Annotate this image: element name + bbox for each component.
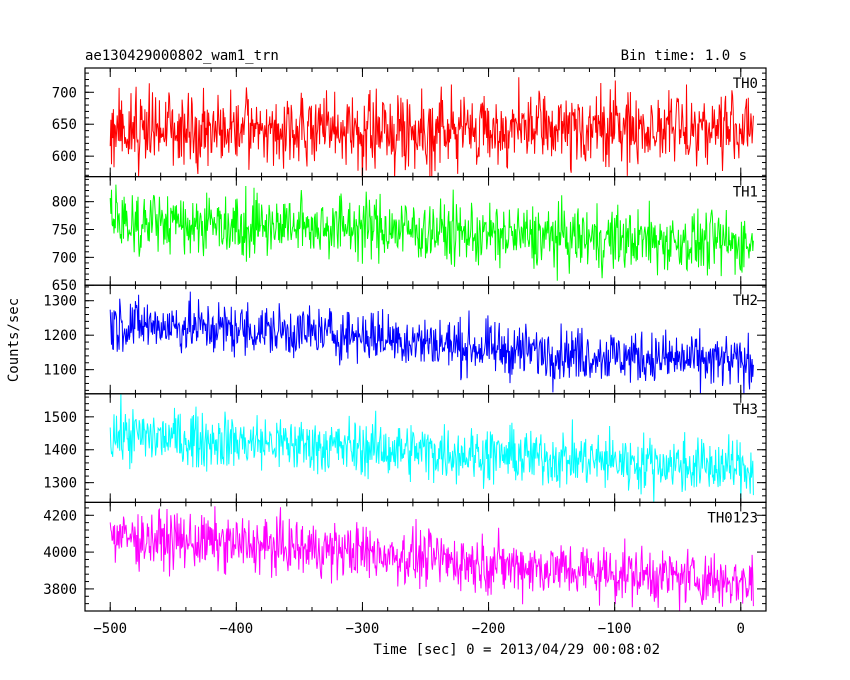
y-axis-label: Counts/sec [6,298,22,382]
x-axis-label: Time [sec] 0 = 2013/04/29 00:08:02 [373,642,660,658]
y-tick-label: 700 [52,250,77,266]
panel-label-th1: TH1 [733,185,758,201]
panel-th1: 650 700 750 800 TH1 [52,176,767,294]
panel-label-th3: TH3 [733,402,758,418]
y-tick-label: 1300 [43,476,77,492]
y-tick-label: 1400 [43,443,77,459]
y-tick-label: 4200 [43,508,77,524]
chart-title: ae130429000802_wam1_trn [85,48,279,64]
y-tick-label: 800 [52,195,77,211]
y-tick-label: 650 [52,117,77,133]
x-tick-label: −100 [598,621,632,637]
y-tick-label: 3800 [43,582,77,598]
x-tick-label: −300 [346,621,380,637]
panels-group: 600 650 700 TH0 650 700 750 800 TH1 1100 1200 1300 T… [43,67,767,612]
series-line-th2 [109,291,754,394]
panel-label-th0123: TH0123 [707,510,758,526]
y-tick-label: 1100 [43,363,77,379]
series-line-th0123 [109,506,754,611]
bin-time-label: Bin time: 1.0 s [621,48,747,64]
y-tick-label: 1200 [43,328,77,344]
y-tick-label: 4000 [43,545,77,561]
x-tick-label: −200 [472,621,506,637]
x-tick-label: 0 [737,621,745,637]
x-tick-label: −400 [219,621,253,637]
panel-th0: 600 650 700 TH0 [52,67,767,178]
panel-th2: 1100 1200 1300 TH2 [43,284,767,395]
series-line-th0 [109,77,754,177]
y-tick-label: 1300 [43,294,77,310]
panel-label-th0: TH0 [733,76,758,92]
y-tick-label: 600 [52,149,77,165]
panel-label-th2: TH2 [733,293,758,309]
y-tick-label: 750 [52,223,77,239]
y-tick-label: 1500 [43,410,77,426]
panel-th0123: 3800 4000 4200 TH0123 [43,501,767,612]
series-line-th1 [109,184,754,281]
panel-th3: 1300 1400 1500 TH3 [43,393,767,503]
panel-frame [84,501,767,612]
y-tick-label: 650 [52,278,77,294]
y-tick-label: 700 [52,85,77,101]
x-tick-label: −500 [93,621,127,637]
x-axis: −500 −400 −300 −200 −100 0 [93,621,745,637]
series-line-th3 [109,394,754,502]
